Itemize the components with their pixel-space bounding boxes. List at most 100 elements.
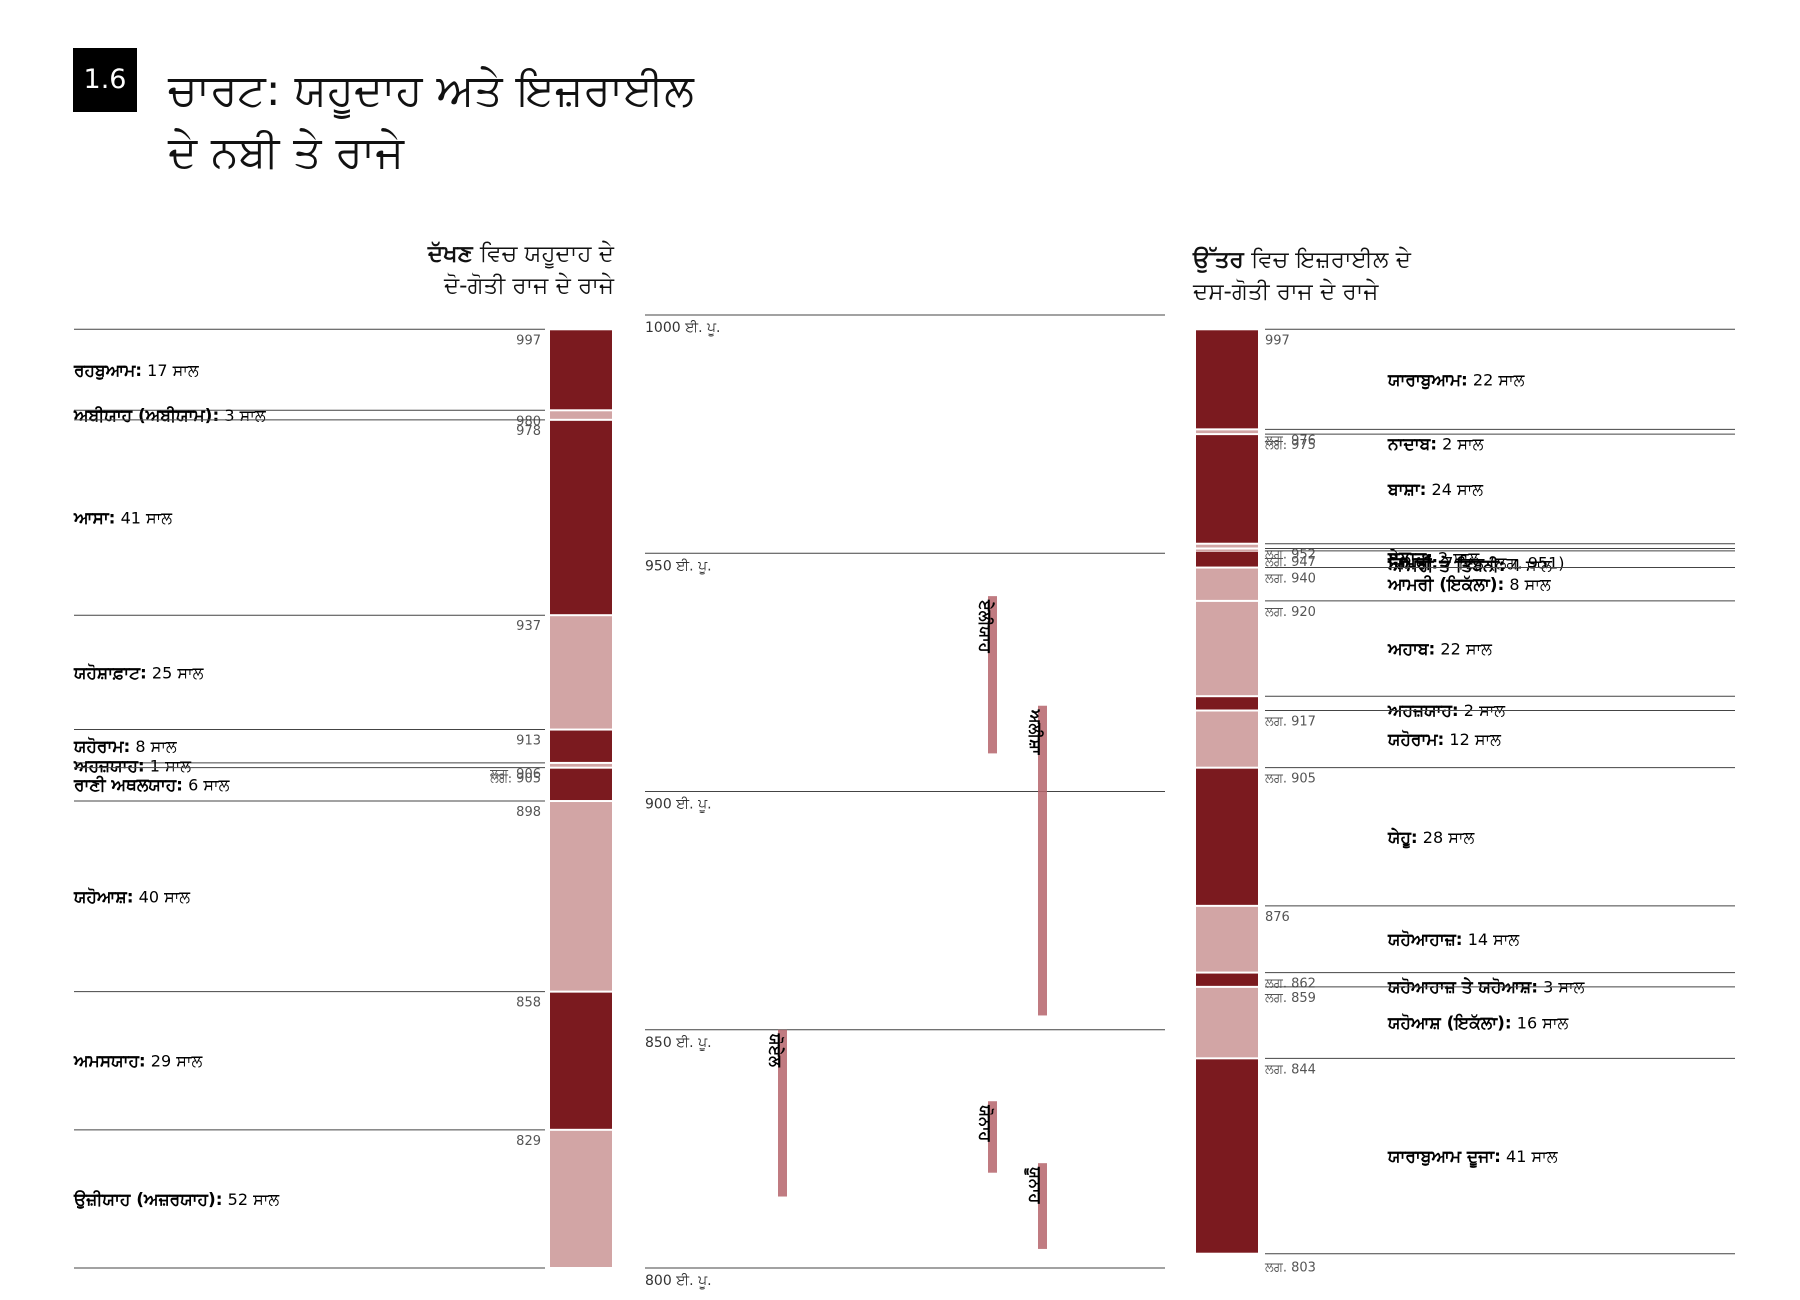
era-label: 1000 ਈ. ਪੂ. xyxy=(645,320,720,336)
israel-start-year: ਲਗ. 976 xyxy=(1264,433,1316,448)
judah-king-label: ਰਾਣੀ ਅਥਲਯਾਹ: 6 ਸਾਲ xyxy=(73,775,231,795)
israel-reign-bar xyxy=(1196,330,1258,429)
israel-start-year: ਲਗ. 862 xyxy=(1264,977,1316,992)
israel-king-duration: 2 ਸਾਲ xyxy=(1437,434,1485,453)
judah-king-duration: 6 ਸਾਲ xyxy=(183,775,231,794)
israel-king-duration: 2 ਸਾਲ xyxy=(1433,549,1481,568)
judah-start-year: ਲਗ. 906 xyxy=(489,767,541,782)
south-heading-rest: ਵਿਚ ਯਹੂਦਾਹ ਦੇ xyxy=(472,241,614,267)
israel-king-label: ਨਾਦਾਬ: 2 ਸਾਲ xyxy=(1387,434,1485,454)
israel-king-label: ਯਹੋਆਹਾਜ਼: 14 ਸਾਲ xyxy=(1387,929,1520,950)
israel-king-duration: 24 ਸਾਲ xyxy=(1426,480,1484,499)
judah-start-year: 978 xyxy=(516,424,541,439)
judah-king-name: ਆਸਾ: xyxy=(73,509,115,529)
judah-king-name: ਅਬੀਯਾਹ (ਅਬੀਯਾਮ): xyxy=(73,406,219,426)
judah-reign-bar xyxy=(550,763,612,767)
israel-king-label: ਯਹੋਰਾਮ: 12 ਸਾਲ xyxy=(1387,729,1502,750)
judah-start-year: 858 xyxy=(516,996,541,1011)
judah-reign-bar xyxy=(550,420,612,615)
israel-king-name: ਜ਼ਿਮਰੀ: xyxy=(1387,553,1438,573)
israel-start-year: ਲਗ. 905 xyxy=(1264,772,1316,787)
israel-reign-bar xyxy=(1196,906,1258,972)
south-heading-bold: ਦੱਖਣ xyxy=(427,241,473,267)
judah-king-label: ਅਮਸਯਾਹ: 29 ਸਾਲ xyxy=(73,1052,203,1072)
judah-reign-bar xyxy=(550,992,612,1129)
judah-reign-bar xyxy=(550,616,612,729)
judah-king-duration: 1 ਸਾਲ xyxy=(145,756,193,775)
judah-king-name: ਉਜ਼ੀਯਾਹ (ਅਜ਼ਰਯਾਹ): xyxy=(73,1190,223,1210)
judah-king-label: ਯਹੋਰਾਮ: 8 ਸਾਲ xyxy=(73,736,178,757)
israel-king-name: ਅਹਜ਼ਯਾਹ: xyxy=(1387,701,1459,721)
prophet-span-bar xyxy=(988,596,997,754)
judah-king-label: ਅਬੀਯਾਹ (ਅਬੀਯਾਮ): 3 ਸਾਲ xyxy=(73,406,267,426)
israel-start-year: ਲਗ. 844 xyxy=(1264,1062,1316,1077)
israel-king-label: ਯੇਹੂ: 28 ਸਾਲ xyxy=(1387,827,1475,849)
judah-king-name: ਯਹੋਸ਼ਾਫ਼ਾਟ: xyxy=(73,662,147,683)
israel-reign-bar xyxy=(1196,551,1258,567)
judah-king-label: ਯਹੋਸ਼ਾਫ਼ਾਟ: 25 ਸਾਲ xyxy=(73,662,205,683)
israel-start-year: ਲਗ. 947 xyxy=(1264,555,1316,570)
era-label: 900 ਈ. ਪੂ. xyxy=(645,797,712,813)
israel-king-name: ਯਾਰਾਬੁਆਮ: xyxy=(1387,370,1468,390)
judah-king-duration: 29 ਸਾਲ xyxy=(146,1052,204,1071)
israel-reign-bar xyxy=(1196,973,1258,986)
judah-start-year: 898 xyxy=(516,805,541,820)
judah-king-label: ਰਹਬੁਆਮ: 17 ਸਾਲ xyxy=(73,361,200,381)
israel-king-name: ਯਾਰਾਬੁਆਮ ਦੂਜਾ: xyxy=(1387,1147,1501,1168)
page-title: ਚਾਰਟ: ਯਹੂਦਾਹ ਅਤੇ ਇਜ਼ਰਾਈਲ ਦੇ ਨਬੀ ਤੇ ਰਾਜੇ xyxy=(168,60,694,184)
israel-king-name: ਯਹੋਆਸ਼ (ਇਕੱਲਾ): xyxy=(1387,1013,1512,1034)
judah-king-label: ਅਹਜ਼ਯਾਹ: 1 ਸਾਲ xyxy=(73,756,192,776)
judah-reign-bar xyxy=(550,768,612,801)
judah-king-label: ਆਸਾ: 41 ਸਾਲ xyxy=(73,509,173,529)
judah-king-name: ਰਹਬੁਆਮ: xyxy=(73,361,142,381)
section-number-badge: 1.6 xyxy=(73,48,137,112)
israel-start-year: ਲਗ. 975 xyxy=(1264,438,1316,453)
israel-king-label: ਆਮਰੀ (ਇਕੱਲਾ): 8 ਸਾਲ xyxy=(1387,575,1552,595)
israel-start-year: ਲਗ. 917 xyxy=(1264,714,1316,729)
judah-reign-bar xyxy=(550,1130,612,1267)
israel-king-duration: 14 ਸਾਲ xyxy=(1463,930,1521,949)
prophet-span-bar xyxy=(778,1029,787,1197)
israel-king-duration: 12 ਸਾਲ xyxy=(1444,730,1502,749)
judah-king-name: ਯਹੋਰਾਮ: xyxy=(73,736,130,757)
israel-king-duration: 8 ਸਾਲ xyxy=(1504,575,1552,594)
israel-reign-bar xyxy=(1196,568,1258,600)
judah-king-duration: 17 ਸਾਲ xyxy=(142,361,200,380)
north-heading-rest: ਵਿਚ ਇਜ਼ਰਾਈਲ ਦੇ xyxy=(1243,247,1411,273)
israel-reign-bar xyxy=(1196,544,1258,548)
israel-reign-bar xyxy=(1196,601,1258,696)
judah-king-label: ਉਜ਼ੀਯਾਹ (ਅਜ਼ਰਯਾਹ): 52 ਸਾਲ xyxy=(73,1190,280,1210)
judah-reign-bar xyxy=(550,330,612,410)
judah-king-label: ਯਹੋਆਸ਼: 40 ਸਾਲ xyxy=(73,886,191,907)
israel-reign-bar xyxy=(1196,549,1258,552)
israel-king-label: ਅਹਾਬ: 22 ਸਾਲ xyxy=(1387,640,1493,660)
israel-king-duration: 16 ਸਾਲ xyxy=(1512,1014,1570,1033)
israel-king-duration: 28 ਸਾਲ xyxy=(1418,828,1476,847)
prophet-name-label: ਏਲੀਯਾਹ xyxy=(976,599,995,654)
israel-king-duration: 22 ਸਾਲ xyxy=(1468,370,1526,389)
israel-reign-bar xyxy=(1196,1059,1258,1253)
israel-king-name: ਆਮਰੀ (ਇਕੱਲਾ): xyxy=(1387,575,1504,595)
south-heading-line2: ਦੋ-ਗੋਤੀ ਰਾਜ ਦੇ ਰਾਜੇ xyxy=(443,273,614,299)
prophet-span-bar xyxy=(1038,705,1047,1016)
israel-king-duration: 22 ਸਾਲ xyxy=(1435,640,1493,659)
judah-start-year: 937 xyxy=(516,619,541,634)
title-line-2: ਦੇ ਨਬੀ ਤੇ ਰਾਜੇ xyxy=(168,127,405,178)
israel-reign-bar xyxy=(1196,697,1258,710)
judah-king-duration: 41 ਸਾਲ xyxy=(115,509,173,528)
judah-king-name: ਰਾਣੀ ਅਥਲਯਾਹ: xyxy=(73,775,183,795)
era-label: 800 ਈ. ਪੂ. xyxy=(645,1273,712,1289)
judah-king-duration: 25 ਸਾਲ xyxy=(147,663,205,682)
judah-start-year: 913 xyxy=(516,734,541,749)
north-kingdom-heading: ਉੱਤਰ ਵਿਚ ਇਜ਼ਰਾਈਲ ਦੇ ਦਸ-ਗੋਤੀ ਰਾਜ ਦੇ ਰਾਜੇ xyxy=(1193,244,1411,308)
judah-king-duration: 52 ਸਾਲ xyxy=(223,1190,281,1209)
israel-reign-bar xyxy=(1196,768,1258,905)
judah-king-name: ਅਹਜ਼ਯਾਹ: xyxy=(73,756,145,776)
israel-king-label: ਏਲਾਹ: 2 ਸਾਲ xyxy=(1387,548,1480,569)
israel-king-name: ਯਹੋਆਹਾਜ਼: xyxy=(1387,929,1463,950)
judah-king-duration: 40 ਸਾਲ xyxy=(134,887,192,906)
israel-king-label: ਯਹੋਆਸ਼ (ਇਕੱਲਾ): 16 ਸਾਲ xyxy=(1387,1013,1569,1034)
israel-king-name: ਆਮਰੀ ਤੇ ਤਿਬਨੀ: xyxy=(1387,555,1506,576)
israel-king-name: ਨਾਦਾਬ: xyxy=(1387,434,1437,454)
era-label: 950 ਈ. ਪੂ. xyxy=(645,558,712,574)
